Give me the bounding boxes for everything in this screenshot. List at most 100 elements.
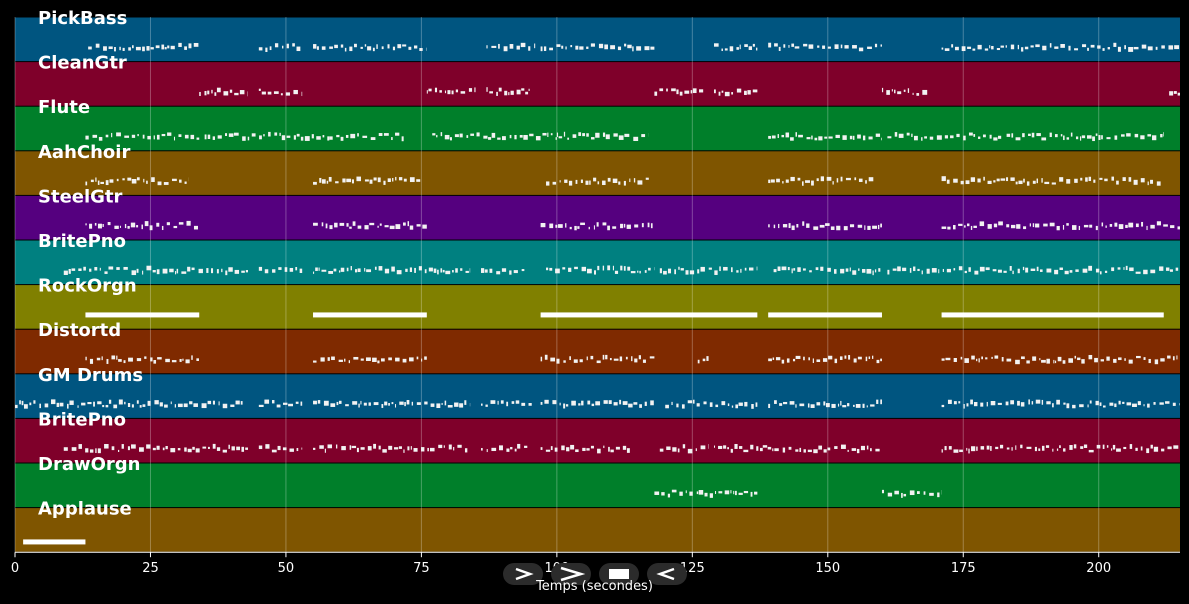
note-mark (1150, 179, 1154, 184)
note-mark (144, 221, 149, 227)
note-mark (549, 47, 553, 51)
note-mark (812, 358, 814, 364)
note-mark (1114, 222, 1118, 227)
note-mark (1006, 224, 1010, 228)
stop-button[interactable] (599, 563, 639, 585)
note-mark (953, 449, 959, 453)
note-mark (342, 178, 346, 183)
note-mark (1020, 444, 1023, 449)
rewind-button[interactable] (647, 563, 687, 585)
note-mark (744, 401, 748, 407)
note-mark (116, 132, 121, 137)
note-mark (399, 401, 404, 405)
note-mark (986, 401, 988, 407)
note-mark (247, 136, 250, 141)
note-mark (288, 403, 294, 407)
note-mark (847, 403, 850, 407)
note-mark (323, 400, 329, 406)
note-mark (1036, 266, 1039, 272)
note-mark (714, 445, 716, 448)
note-mark (1021, 47, 1024, 52)
note-mark (416, 224, 421, 227)
note-mark (328, 271, 334, 274)
note-mark (313, 44, 317, 49)
note-mark (857, 356, 862, 360)
note-mark (1085, 177, 1088, 182)
note-mark (289, 267, 294, 272)
note-mark (724, 490, 730, 495)
note-mark (1006, 447, 1010, 450)
note-mark (836, 178, 839, 183)
note-mark (222, 449, 227, 453)
note-mark (409, 225, 414, 230)
note-mark (715, 491, 717, 494)
note-mark (142, 404, 146, 407)
note-mark (554, 447, 558, 452)
note-mark (858, 47, 864, 52)
note-mark (774, 43, 778, 47)
note-mark (93, 401, 95, 407)
note-mark (844, 45, 849, 49)
note-mark (587, 400, 591, 405)
track-label: DrawOrgn (38, 454, 140, 475)
note-mark (381, 46, 384, 50)
note-mark (388, 403, 390, 406)
note-mark (146, 444, 151, 449)
note-mark (444, 400, 447, 406)
note-mark (216, 447, 221, 451)
note-mark (1028, 133, 1031, 137)
note-mark (1015, 181, 1018, 185)
note-mark (1126, 133, 1131, 137)
note-mark (481, 403, 483, 406)
note-mark (1003, 270, 1007, 273)
note-mark (806, 223, 810, 228)
note-mark (490, 400, 496, 404)
note-mark (1036, 178, 1038, 184)
note-mark (416, 356, 419, 360)
note-mark (108, 399, 112, 404)
note-mark (602, 132, 606, 137)
note-mark (23, 404, 28, 409)
note-mark (96, 357, 101, 361)
note-mark (339, 222, 345, 226)
note-mark (89, 223, 93, 229)
note-mark (870, 448, 872, 452)
note-mark (567, 137, 570, 140)
note-mark (282, 45, 284, 49)
note-mark (404, 402, 406, 407)
note-mark (750, 491, 753, 497)
note-mark (1075, 269, 1079, 272)
note-mark (866, 268, 872, 274)
track-label: SteelGtr (38, 186, 123, 207)
note-mark (970, 225, 973, 230)
note-mark (802, 268, 806, 271)
note-mark (251, 133, 256, 137)
note-mark (898, 133, 904, 138)
note-mark (736, 270, 739, 273)
play-button[interactable] (503, 563, 543, 585)
note-mark (723, 445, 727, 449)
note-mark (555, 224, 558, 228)
note-mark (356, 447, 359, 453)
note-mark (944, 48, 950, 51)
note-mark (1010, 177, 1015, 181)
note-mark (1143, 404, 1145, 407)
note-mark (341, 446, 346, 451)
note-mark (184, 181, 187, 184)
note-mark (796, 224, 799, 228)
note-mark (744, 267, 747, 271)
note-mark (613, 133, 618, 137)
note-mark (387, 44, 390, 49)
note-mark (730, 490, 732, 494)
note-mark (773, 224, 776, 229)
note-mark (835, 134, 840, 139)
note-mark (788, 223, 791, 229)
note-mark (191, 355, 193, 360)
note-mark (409, 177, 415, 183)
note-mark (1095, 133, 1098, 136)
fast-forward-button[interactable] (551, 563, 591, 585)
note-mark (223, 91, 229, 96)
note-mark (921, 137, 923, 141)
note-mark (1167, 355, 1171, 359)
note-mark (1069, 445, 1073, 450)
